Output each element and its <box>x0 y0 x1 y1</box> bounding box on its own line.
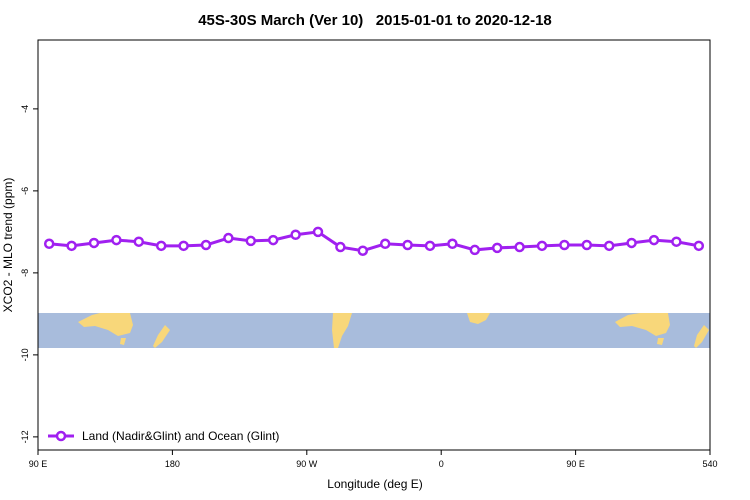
plot-frame <box>37 39 711 451</box>
legend-label: Land (Nadir&Glint) and Ocean (Glint) <box>82 429 279 443</box>
land <box>657 338 664 345</box>
point <box>514 241 525 253</box>
point <box>536 240 548 252</box>
x-tick-label: 540 <box>702 459 717 469</box>
y-tick-label: -6 <box>20 187 30 195</box>
point <box>379 238 391 250</box>
land <box>120 338 126 345</box>
y-tick-label: -4 <box>20 105 30 113</box>
point <box>648 234 660 246</box>
point <box>603 240 615 252</box>
point <box>43 238 55 250</box>
x-tick-label: 90 E <box>29 459 48 469</box>
point <box>357 245 369 256</box>
land <box>78 313 133 336</box>
point <box>581 239 593 251</box>
y-tick-label: -8 <box>20 269 30 277</box>
y-axis-label: XCO2 - MLO trend (ppm) <box>1 178 15 313</box>
point <box>155 240 167 252</box>
series-line <box>49 230 700 253</box>
point <box>245 235 257 247</box>
chart-title: 45S-30S March (Ver 10) 2015-01-01 to 202… <box>198 12 552 29</box>
land <box>694 325 709 348</box>
legend-marker <box>55 430 67 442</box>
land <box>615 313 670 336</box>
land <box>467 313 490 324</box>
point <box>335 241 346 253</box>
point <box>671 236 682 247</box>
point <box>133 236 145 247</box>
y-tick-label: -10 <box>20 348 30 361</box>
x-tick-label: 90 W <box>296 459 318 469</box>
point <box>88 237 100 249</box>
land <box>153 325 170 348</box>
y-tick-label: -12 <box>20 430 30 443</box>
point <box>402 239 413 251</box>
point <box>178 240 189 252</box>
point <box>491 242 503 254</box>
point <box>559 239 570 251</box>
point <box>424 240 436 252</box>
x-tick-label: 90 E <box>566 459 585 469</box>
point <box>626 237 637 249</box>
point <box>111 234 122 246</box>
x-tick-label: 180 <box>165 459 180 469</box>
x-axis-label: Longitude (deg E) <box>327 477 422 491</box>
point <box>66 240 77 252</box>
ocean <box>38 313 710 348</box>
point <box>267 234 279 246</box>
point <box>693 240 705 252</box>
point <box>290 229 301 240</box>
land <box>332 313 352 348</box>
map-strip <box>38 313 710 348</box>
point <box>447 238 458 250</box>
x-tick-label: 0 <box>439 459 444 469</box>
point <box>469 244 481 256</box>
point <box>223 232 234 244</box>
point <box>312 226 324 238</box>
point <box>200 239 212 251</box>
